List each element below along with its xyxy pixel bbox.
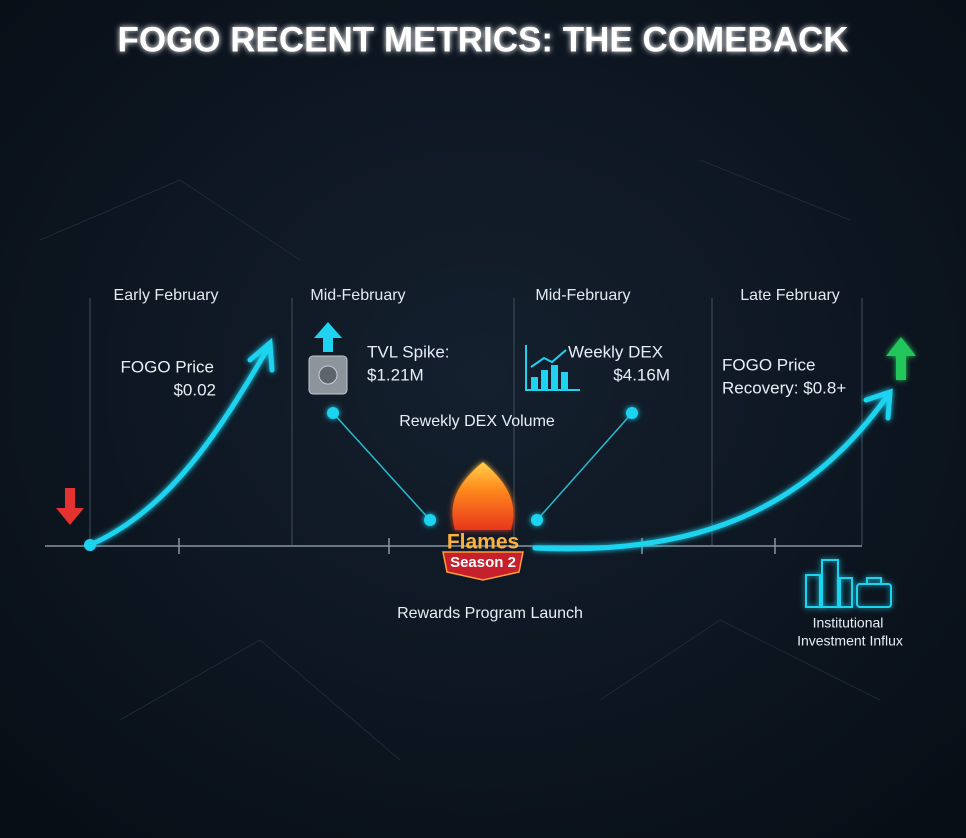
up-arrow [314,322,342,352]
badge-subtitle: Season 2 [450,554,516,571]
institutional-label: Investment Influx [797,633,903,649]
metric-label: Weekly DEX [568,342,663,361]
center-caption: Rewekly DEX Volume [399,413,555,430]
event-label: Rewards Program Launch [397,605,583,622]
connectors [332,412,633,521]
dividers [89,298,863,545]
metric-label: FOGO Price [120,357,214,376]
safe-icon [308,355,348,395]
flames-badge: Flames Season 2 [442,462,524,581]
down-arrow [56,488,84,525]
background-network [39,159,881,761]
period-label: Early February [114,287,219,304]
metric-label: TVL Spike: [367,342,450,361]
period-label: Mid-February [310,287,405,304]
period-label: Mid-February [535,287,630,304]
dot [84,539,96,551]
metric-value: $1.21M [367,365,424,384]
metric-label: FOGO Price [722,355,816,374]
green-arrow [886,337,916,380]
bar-icon [525,345,580,391]
institutional-label: Institutional [813,615,884,631]
metric-value: $4.16M [613,365,670,384]
buildings-icon [805,559,892,608]
trend-curves [87,337,893,552]
period-label: Late February [740,287,840,304]
metric-value: $0.02 [173,380,216,399]
badge-title: Flames [447,531,519,554]
metric-value: Recovery: $0.8+ [722,378,846,397]
connector-dots [327,407,638,526]
title: FOGO RECENT METRICS: THE COMEBACK [117,20,848,59]
